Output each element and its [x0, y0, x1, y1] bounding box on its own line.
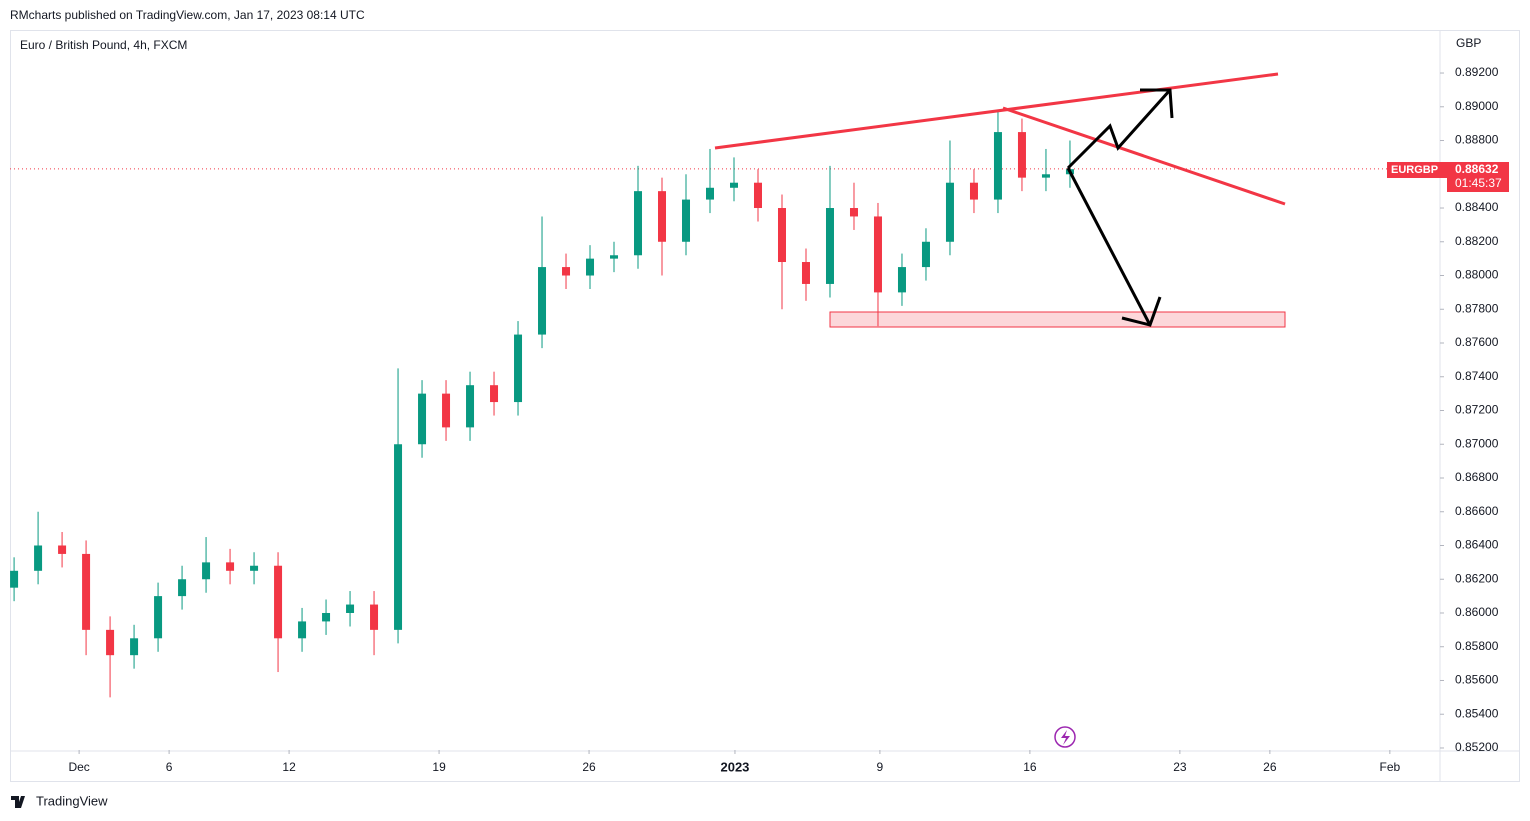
x-tick-label: 19	[432, 760, 446, 774]
y-tick-label: 0.87200	[1455, 403, 1499, 417]
candle-body	[801, 262, 810, 284]
x-tick-label: Dec	[68, 760, 89, 774]
x-tick-label: 16	[1023, 760, 1037, 774]
candle-body	[969, 182, 978, 200]
y-tick-label: 0.87000	[1455, 436, 1499, 450]
drawings	[714, 72, 1286, 328]
y-tick-label: 0.85400	[1455, 706, 1499, 720]
arrow-head	[1140, 88, 1174, 119]
candle-body	[610, 255, 619, 259]
currency: GBP	[1456, 36, 1481, 50]
candle-body	[154, 596, 163, 639]
y-tick-label: 0.87800	[1455, 301, 1499, 315]
brand: TradingView	[11, 793, 108, 808]
candle-body	[250, 565, 259, 571]
y-tick-label: 0.88000	[1455, 268, 1499, 282]
candle-body	[682, 199, 691, 242]
candle-body	[658, 191, 667, 242]
y-tick-label: 0.87600	[1455, 335, 1499, 349]
brand-logo	[11, 796, 25, 808]
symbol-label: EURGBP	[1391, 164, 1438, 176]
candle-body	[849, 208, 858, 217]
y-tick-label: 0.85800	[1455, 639, 1499, 653]
candle-body	[298, 621, 307, 639]
candle-body	[58, 545, 67, 554]
candle-body	[130, 638, 139, 656]
trend-line	[714, 72, 1279, 150]
y-tick-label: 0.86200	[1455, 571, 1499, 585]
candle-body	[106, 629, 115, 656]
arrow-path	[1066, 88, 1172, 170]
candle-body	[178, 579, 187, 597]
candle-body	[897, 267, 906, 293]
event-icon[interactable]	[1054, 726, 1076, 748]
y-tick-label: 0.89200	[1455, 65, 1499, 79]
candle-body	[706, 187, 715, 200]
candle-body	[538, 267, 547, 335]
candle-body	[729, 182, 738, 188]
candle-body	[514, 334, 523, 403]
candle-body	[370, 604, 379, 630]
candle-body	[346, 604, 355, 613]
x-tick-label: Feb	[1380, 760, 1401, 774]
candle-body	[945, 182, 954, 242]
candle-body	[586, 258, 595, 276]
y-tick-label: 0.88400	[1455, 200, 1499, 214]
y-tick-label: 0.85200	[1455, 740, 1499, 754]
arrow-head	[1121, 296, 1162, 327]
candle-body	[418, 393, 427, 445]
countdown: 01:45:37	[1455, 176, 1502, 190]
candle-body	[322, 612, 331, 622]
y-tick-label: 0.86600	[1455, 504, 1499, 518]
candle-body	[562, 267, 571, 276]
y-tick-label: 0.86800	[1455, 470, 1499, 484]
candle-body	[466, 385, 475, 428]
chart-frame	[10, 30, 1520, 782]
x-tick-label: 26	[582, 760, 596, 774]
brand-name: TradingView	[36, 793, 108, 808]
support-zone	[829, 311, 1286, 328]
y-tick-label: 0.87400	[1455, 369, 1499, 383]
candle-body	[202, 562, 211, 580]
candle-body	[82, 553, 91, 630]
y-tick-label: 0.89000	[1455, 99, 1499, 113]
candle-body	[442, 393, 451, 428]
candle-body	[873, 216, 882, 293]
candle-body	[825, 208, 834, 284]
x-tick-label: 9	[877, 760, 884, 774]
candle-body	[753, 182, 762, 209]
candle-body	[1017, 132, 1026, 178]
candle-body	[10, 570, 19, 588]
trend-line	[1002, 106, 1286, 206]
candle-body	[226, 562, 235, 571]
candle-body	[993, 132, 1002, 200]
y-tick-label: 0.85600	[1455, 673, 1499, 687]
candle-body	[921, 241, 930, 268]
x-tick-label: 6	[166, 760, 173, 774]
candle-body	[34, 545, 43, 571]
chart-title: Euro / British Pound, 4h, FXCM	[20, 38, 187, 52]
x-tick-label: 2023	[720, 759, 749, 774]
event-icon-bolt	[1061, 730, 1070, 745]
symbol-badge	[1387, 162, 1447, 178]
x-tick-label: 12	[282, 760, 296, 774]
x-tick-label: 26	[1263, 760, 1277, 774]
publish-note: RMcharts published on TradingView.com, J…	[10, 8, 365, 22]
y-tick-label: 0.88200	[1455, 234, 1499, 248]
arrow-path	[1066, 167, 1152, 326]
y-tick-label: 0.86000	[1455, 605, 1499, 619]
y-tick-label: 0.86400	[1455, 538, 1499, 552]
candle-body	[777, 208, 786, 263]
x-tick-label: 23	[1173, 760, 1187, 774]
candle-body	[1041, 174, 1050, 178]
candle-body	[634, 191, 643, 256]
last-price-label: 0.88632	[1455, 162, 1499, 176]
candle-body	[274, 565, 283, 639]
price-badge	[1447, 162, 1509, 192]
candle-body	[490, 385, 499, 403]
candle-body	[394, 444, 403, 630]
y-tick-label: 0.88800	[1455, 133, 1499, 147]
